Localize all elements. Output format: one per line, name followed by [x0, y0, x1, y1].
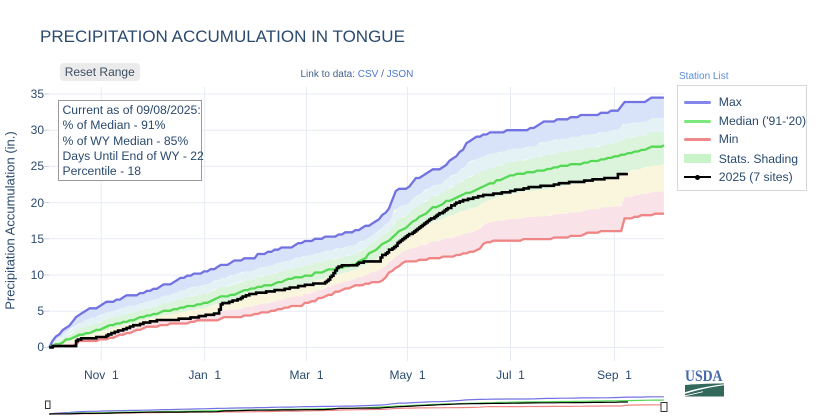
- svg-text:USDA: USDA: [685, 368, 723, 385]
